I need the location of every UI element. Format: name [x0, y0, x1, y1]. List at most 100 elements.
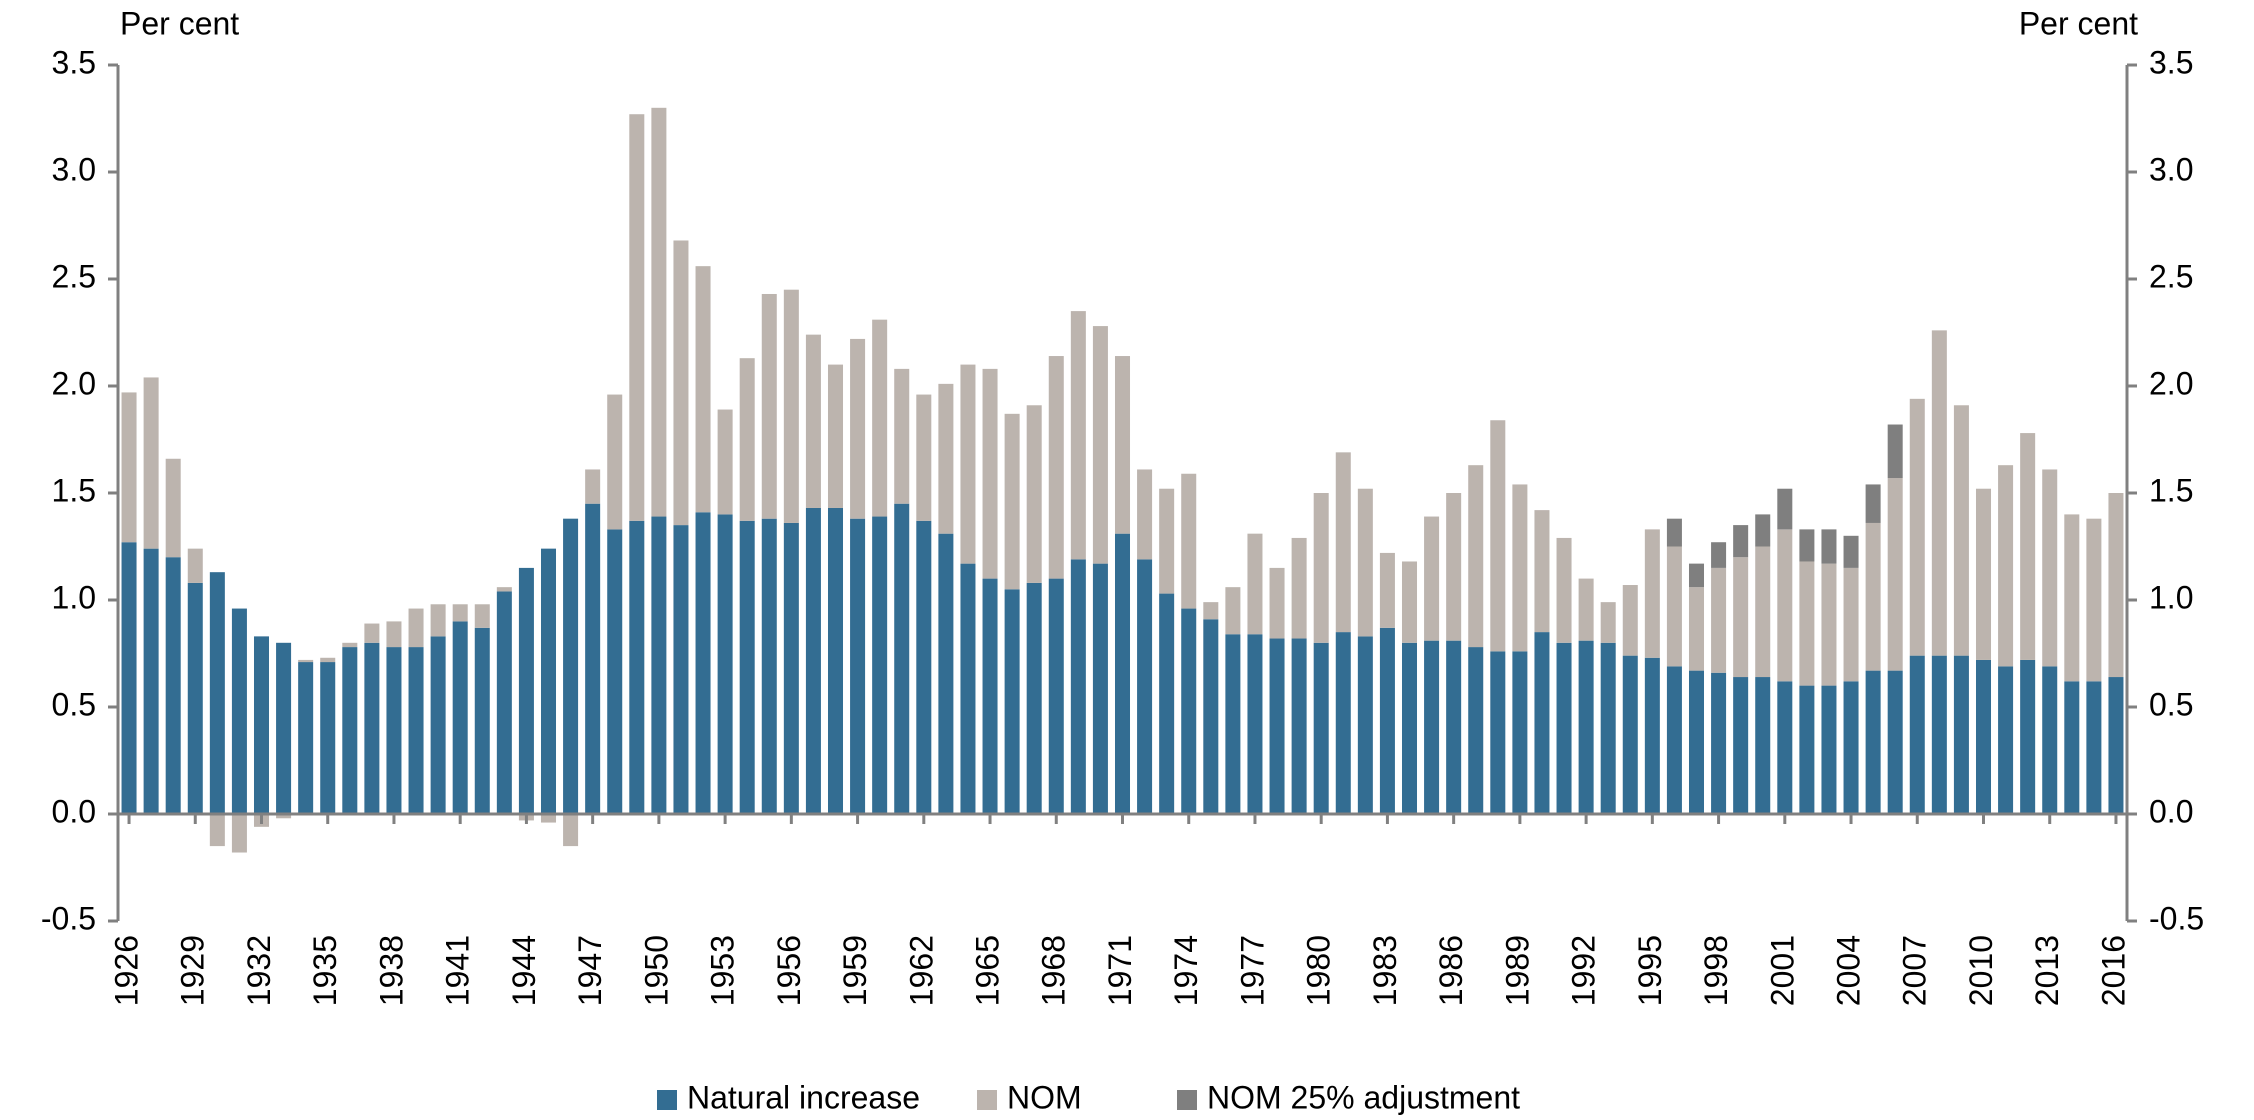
bar-segment — [2020, 433, 2036, 660]
bar-segment — [474, 604, 490, 628]
bar-segment — [1247, 634, 1263, 814]
bar-segment — [1225, 634, 1241, 814]
bar-segment — [827, 364, 844, 508]
bar-segment — [982, 368, 998, 579]
bar-segment — [695, 266, 711, 513]
bar-segment — [1114, 533, 1131, 814]
bar-segment — [1313, 642, 1329, 814]
x-tick-label: 1989 — [1499, 935, 1535, 1006]
bar-segment — [982, 578, 998, 814]
x-tick-label: 1992 — [1566, 935, 1602, 1006]
bar-segment — [916, 394, 932, 521]
bar-segment — [1335, 632, 1351, 814]
bar-segment — [1887, 670, 1903, 814]
bar-segment — [1799, 561, 1815, 686]
bar-segment — [1843, 535, 1859, 568]
legend-label: NOM 25% adjustment — [1207, 1079, 1520, 1115]
bar-segment — [1490, 420, 1506, 652]
bar-segment — [1733, 557, 1749, 678]
bar-segment — [1931, 330, 1947, 656]
bar-segment — [165, 458, 181, 558]
bar-segment — [474, 627, 490, 814]
bar-segment — [1048, 578, 1064, 814]
bar-segment — [209, 814, 225, 847]
bar-segment — [1688, 563, 1705, 588]
bar-segment — [1534, 510, 1550, 633]
bar-segment — [2042, 666, 2058, 814]
y-tick-label: 2.5 — [52, 258, 96, 294]
bar-segment — [1159, 488, 1175, 594]
bar-segment — [739, 358, 755, 521]
y2-tick-label: 0.0 — [2149, 793, 2193, 829]
x-tick-label: 1932 — [241, 935, 277, 1006]
bar-segment — [2086, 681, 2102, 814]
legend-swatch — [657, 1090, 677, 1110]
bar-segment — [1975, 659, 1992, 814]
x-tick-label: 1953 — [705, 935, 741, 1006]
bar-segment — [1755, 677, 1771, 814]
bar-segment — [540, 814, 557, 823]
bar-segment — [1357, 488, 1373, 637]
bar-segment — [894, 503, 910, 814]
bar-segment — [1953, 405, 1969, 656]
y2-tick-label: -0.5 — [2149, 900, 2204, 936]
bar-segment — [2020, 659, 2036, 814]
bar-segment — [1666, 666, 1682, 814]
bar-segment — [894, 368, 910, 504]
bar-segment — [1291, 537, 1307, 639]
bar-segment — [695, 512, 711, 814]
bar-segment — [585, 469, 601, 504]
bar-segment — [563, 814, 579, 847]
legend-swatch — [1177, 1090, 1197, 1110]
bar-segment — [364, 642, 380, 814]
y-tick-label: 3.0 — [52, 151, 96, 187]
bar-segment — [209, 572, 225, 814]
bar-segment — [1092, 326, 1108, 564]
y2-tick-label: 3.0 — [2149, 151, 2193, 187]
bar-segment — [1887, 424, 1903, 479]
bar-segment — [827, 507, 844, 814]
bar-segment — [739, 520, 755, 814]
bar-segment — [1843, 681, 1859, 814]
bar-segment — [1291, 638, 1307, 814]
y-tick-label: 3.5 — [52, 44, 96, 80]
bar-segment — [1534, 632, 1550, 814]
bar-segment — [1092, 563, 1108, 814]
x-tick-label: 1980 — [1301, 935, 1337, 1006]
bar-segment — [1865, 522, 1881, 671]
bar-segment — [1225, 587, 1241, 635]
x-tick-label: 1950 — [638, 935, 674, 1006]
x-tick-label: 1977 — [1234, 935, 1270, 1006]
bar-segment — [1711, 672, 1727, 814]
x-tick-label: 1947 — [572, 935, 608, 1006]
x-tick-label: 2016 — [2095, 935, 2131, 1006]
bar-segment — [805, 507, 821, 814]
bar-segment — [673, 240, 689, 526]
bar-segment — [629, 520, 645, 814]
bar-segment — [540, 548, 557, 814]
bar-segment — [916, 520, 932, 814]
bar-segment — [386, 621, 402, 648]
bar-segment — [651, 516, 667, 814]
bar-segment — [1137, 469, 1153, 560]
x-tick-label: 1956 — [771, 935, 807, 1006]
x-tick-label: 1929 — [175, 935, 211, 1006]
bar-segment — [231, 814, 247, 853]
bar-segment — [960, 364, 976, 564]
bar-segment — [496, 591, 512, 814]
bar-segment — [320, 662, 336, 814]
x-tick-label: 1944 — [506, 935, 542, 1006]
bar-segment — [1004, 589, 1020, 814]
bar-segment — [629, 114, 645, 521]
bar-segment — [1953, 655, 1969, 814]
bar-segment — [1733, 525, 1749, 558]
bar-segment — [1600, 642, 1616, 814]
bar-segment — [1512, 484, 1528, 652]
bar-segment — [1070, 311, 1086, 560]
x-tick-label: 1983 — [1367, 935, 1403, 1006]
x-tick-label: 1962 — [903, 935, 939, 1006]
bar-segment — [408, 608, 424, 648]
bar-segment — [651, 107, 667, 517]
bar-segment — [783, 289, 799, 523]
